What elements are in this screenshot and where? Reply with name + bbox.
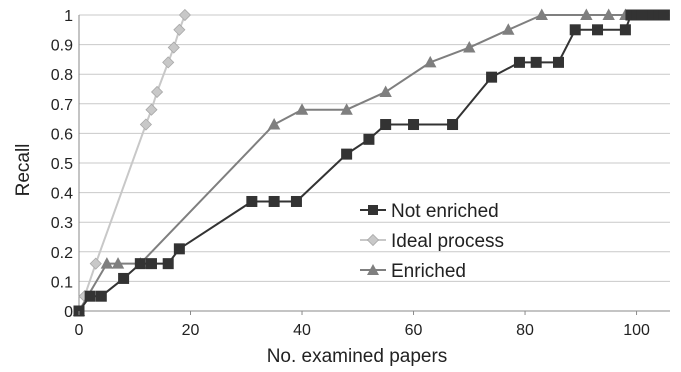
legend-label-ideal-process: Ideal process — [391, 231, 504, 252]
data-point-enriched — [535, 8, 548, 20]
y-tick-label: 0.2 — [51, 245, 73, 262]
data-point-not-enriched — [530, 56, 542, 68]
series-enriched — [72, 8, 632, 316]
data-point-ideal-process — [139, 118, 152, 131]
data-point-not-enriched — [134, 258, 146, 270]
data-point-not-enriched — [486, 71, 498, 83]
data-point-not-enriched — [636, 9, 648, 21]
data-point-not-enriched — [408, 119, 420, 131]
y-axis-title: Recall — [13, 144, 34, 197]
legend-marker-triangle — [367, 264, 379, 275]
y-tick-label: 0.1 — [51, 274, 73, 291]
data-point-not-enriched — [268, 195, 280, 207]
x-tick-label: 0 — [75, 322, 84, 339]
legend: Not enriched Ideal process Enriched — [360, 201, 504, 282]
x-tick-label: 100 — [623, 322, 650, 339]
y-tick-label: 0.7 — [51, 97, 73, 114]
data-point-not-enriched — [569, 24, 581, 36]
data-point-ideal-process — [167, 41, 180, 54]
data-point-enriched — [424, 55, 437, 68]
x-tick-label: 80 — [516, 322, 534, 339]
y-tick-label: 0.8 — [51, 67, 73, 84]
legend-item-ideal-process: Ideal process — [360, 231, 504, 252]
data-point-not-enriched — [380, 119, 392, 131]
y-tick-label: 0.9 — [51, 38, 73, 55]
data-point-enriched — [267, 118, 281, 130]
legend-marker-diamond — [366, 233, 380, 247]
data-point-not-enriched — [658, 9, 670, 21]
data-point-ideal-process — [145, 103, 158, 116]
data-point-not-enriched — [162, 258, 174, 270]
data-point-enriched — [340, 103, 353, 115]
data-point-enriched — [602, 8, 615, 20]
data-point-not-enriched — [118, 272, 130, 284]
data-point-not-enriched — [363, 133, 375, 145]
data-point-not-enriched — [625, 9, 637, 21]
data-point-not-enriched — [341, 148, 353, 160]
axes — [78, 15, 670, 312]
data-point-not-enriched — [84, 290, 96, 302]
data-point-not-enriched — [145, 258, 157, 270]
data-point-not-enriched — [95, 290, 107, 302]
y-tick-label: 1 — [64, 8, 73, 25]
data-point-not-enriched — [592, 24, 604, 36]
x-tick-label: 40 — [293, 322, 311, 339]
data-point-not-enriched — [552, 56, 564, 68]
data-point-enriched — [502, 23, 515, 35]
data-point-not-enriched — [173, 243, 185, 255]
x-axis-title: No. examined papers — [267, 346, 448, 367]
y-tick-label: 0.5 — [51, 156, 73, 173]
data-point-enriched — [100, 257, 114, 269]
y-tick-label: 0 — [64, 304, 73, 321]
data-point-not-enriched — [290, 195, 302, 207]
legend-label-not-enriched: Not enriched — [391, 201, 499, 222]
data-point-enriched — [295, 103, 309, 115]
data-point-enriched — [379, 85, 392, 97]
data-point-not-enriched — [619, 24, 631, 36]
y-tick-label: 0.6 — [51, 126, 73, 143]
series-line-ideal-process — [83, 14, 186, 297]
data-point-not-enriched — [642, 9, 654, 21]
data-point-enriched — [580, 8, 593, 20]
x-tick-label: 60 — [405, 322, 423, 339]
series-not-enriched — [73, 9, 670, 317]
data-point-ideal-process — [150, 85, 164, 99]
y-tick-label: 0.3 — [51, 215, 73, 232]
data-point-not-enriched — [513, 56, 525, 68]
x-tick-label: 20 — [182, 322, 200, 339]
legend-label-enriched: Enriched — [391, 261, 466, 282]
data-point-not-enriched — [447, 119, 459, 131]
data-point-enriched — [463, 41, 476, 53]
data-point-not-enriched — [647, 9, 659, 21]
data-point-not-enriched — [631, 9, 643, 21]
data-point-ideal-process — [173, 23, 186, 36]
data-point-enriched — [111, 257, 125, 269]
data-point-not-enriched — [246, 195, 258, 207]
data-point-ideal-process — [89, 257, 102, 270]
data-point-not-enriched — [653, 9, 665, 21]
legend-marker-square — [368, 205, 378, 215]
legend-item-not-enriched: Not enriched — [360, 201, 499, 222]
legend-item-enriched: Enriched — [360, 261, 466, 282]
y-tick-label: 0.4 — [51, 186, 73, 203]
data-point-ideal-process — [178, 8, 191, 22]
data-point-ideal-process — [162, 56, 175, 69]
tick-labels: 0 0.1 0.2 0.3 0.4 0.5 0.6 0.7 0.8 0.9 1 0 20 40 60 80 10… — [51, 8, 650, 339]
series-group — [72, 8, 670, 317]
